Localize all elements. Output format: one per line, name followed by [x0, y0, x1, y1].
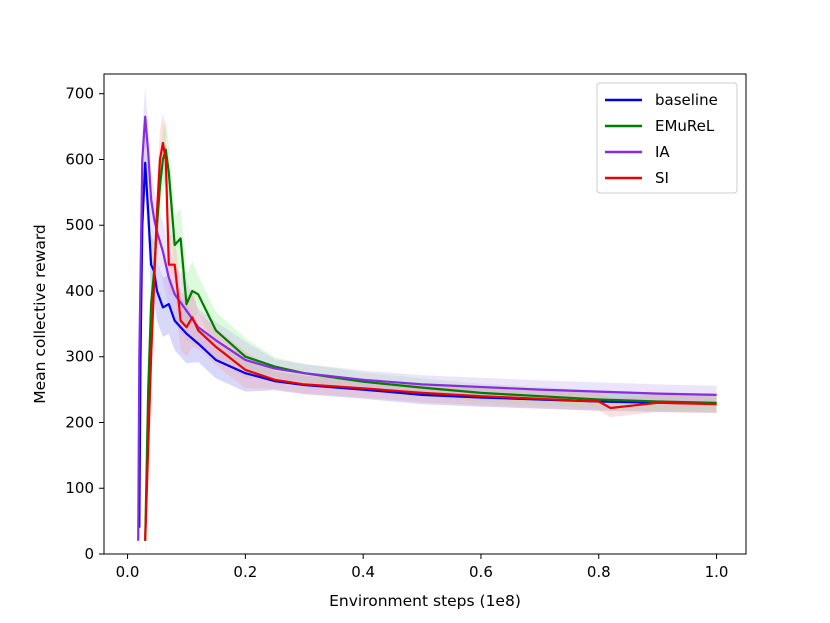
legend-label: SI [655, 169, 669, 187]
legend-box [596, 82, 738, 194]
y-tick-label: 300 [65, 348, 94, 366]
y-tick-label: 700 [65, 85, 94, 103]
x-tick-label: 0.0 [116, 563, 140, 581]
y-tick-label: 500 [65, 216, 94, 234]
y-tick-label: 0 [84, 545, 94, 563]
legend: baseline EMuReL IA SI [596, 82, 738, 194]
y-tick-label: 100 [65, 479, 94, 497]
legend-label: baseline [655, 91, 718, 109]
y-tick-label: 600 [65, 150, 94, 168]
x-tick-label: 0.6 [469, 563, 493, 581]
x-tick-label: 0.8 [587, 563, 611, 581]
y-axis-ticks: 0 100 200 300 400 500 600 700 [65, 85, 104, 563]
y-tick-label: 400 [65, 282, 94, 300]
legend-label: IA [655, 143, 670, 161]
x-axis-ticks: 0.0 0.2 0.4 0.6 0.8 1.0 [116, 554, 729, 581]
series-lines [137, 115, 717, 541]
y-axis-label: Mean collective reward [31, 224, 49, 404]
series-line-si [144, 141, 717, 541]
series-line-emurel [144, 148, 717, 541]
x-tick-label: 0.4 [351, 563, 375, 581]
x-tick-label: 0.2 [233, 563, 257, 581]
y-tick-label: 200 [65, 413, 94, 431]
plot-frame [103, 73, 747, 555]
x-axis-label: Environment steps (1e8) [329, 592, 521, 610]
series-line-baseline [138, 161, 717, 528]
x-tick-label: 1.0 [705, 563, 729, 581]
legend-label: EMuReL [655, 117, 715, 135]
